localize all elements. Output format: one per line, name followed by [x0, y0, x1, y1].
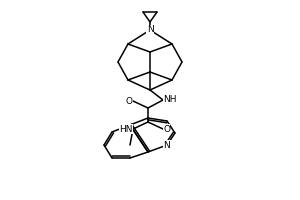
Text: O: O	[126, 97, 133, 106]
Text: NH: NH	[163, 96, 176, 104]
Text: HN: HN	[119, 124, 133, 134]
Text: N: N	[164, 140, 170, 150]
Text: O: O	[163, 124, 170, 134]
Text: N: N	[147, 25, 153, 34]
